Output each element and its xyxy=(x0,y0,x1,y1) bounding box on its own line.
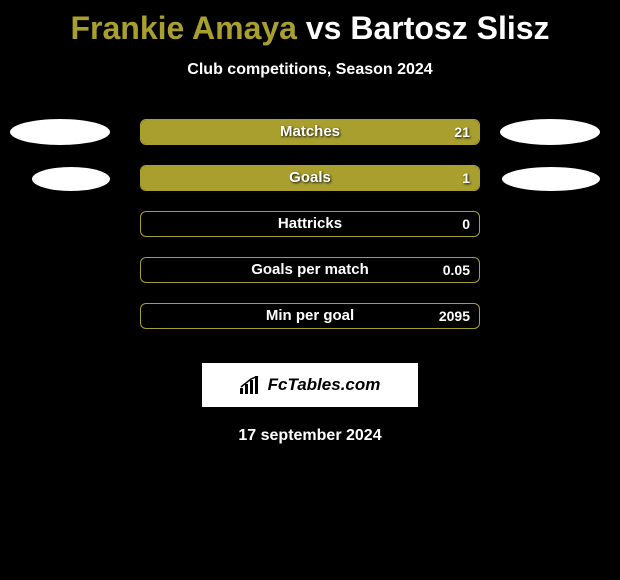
player2-name: Bartosz Slisz xyxy=(350,10,549,46)
chart-icon xyxy=(240,376,262,394)
player1-name: Frankie Amaya xyxy=(70,10,296,46)
player1-marker xyxy=(10,119,110,145)
logo-text: FcTables.com xyxy=(268,375,381,395)
player1-marker xyxy=(32,167,110,191)
date-text: 17 september 2024 xyxy=(0,427,620,445)
player2-marker xyxy=(500,119,600,145)
stat-row: Matches21 xyxy=(0,119,620,165)
fctables-logo: FcTables.com xyxy=(202,363,418,407)
stat-bar-track xyxy=(140,119,480,145)
stat-bar-right xyxy=(140,120,479,144)
stat-bar-track xyxy=(140,211,480,237)
vs-word: vs xyxy=(306,10,342,46)
stat-bar-right xyxy=(140,166,479,190)
stat-bar-track xyxy=(140,257,480,283)
main-title: Frankie Amaya vs Bartosz Slisz xyxy=(0,10,620,47)
stats-area: Matches21Goals1Hattricks0Goals per match… xyxy=(0,119,620,349)
player2-marker xyxy=(502,167,600,191)
comparison-infographic: Frankie Amaya vs Bartosz Slisz Club comp… xyxy=(0,0,620,445)
stat-row: Min per goal2095 xyxy=(0,303,620,349)
stat-row: Goals per match0.05 xyxy=(0,257,620,303)
subtitle: Club competitions, Season 2024 xyxy=(0,61,620,79)
stat-bar-track xyxy=(140,165,480,191)
stat-row: Goals1 xyxy=(0,165,620,211)
stat-bar-track xyxy=(140,303,480,329)
stat-row: Hattricks0 xyxy=(0,211,620,257)
